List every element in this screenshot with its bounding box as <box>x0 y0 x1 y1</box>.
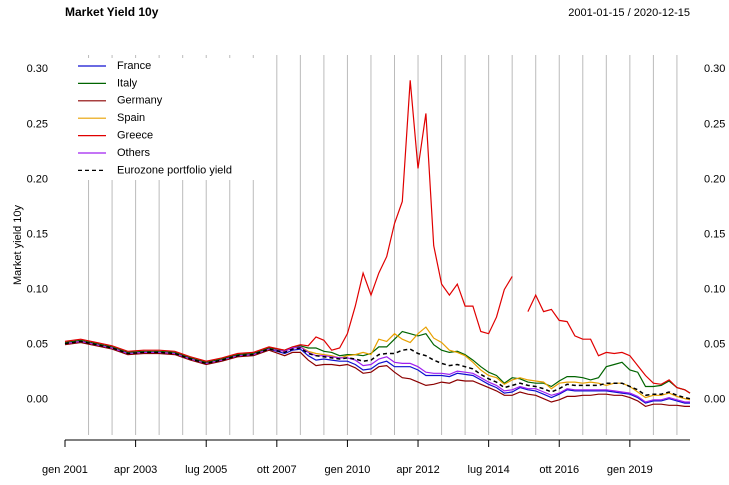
y-tick-label: 0.20 <box>27 173 48 185</box>
series-line <box>64 80 691 394</box>
y-tick-label: 0.00 <box>27 394 48 406</box>
legend-label: France <box>117 60 151 72</box>
series-line <box>64 330 691 394</box>
y-tick-label: 0.25 <box>27 118 48 130</box>
y-tick-label: 0.15 <box>27 228 48 240</box>
x-tick-label: gen 2001 <box>42 464 88 476</box>
y-tick-label: 0.10 <box>27 284 48 296</box>
x-tick-label: gen 2010 <box>324 464 370 476</box>
y-tick-label-right: 0.00 <box>704 394 725 406</box>
x-tick-label: ott 2016 <box>539 464 579 476</box>
legend-label: Greece <box>117 130 153 142</box>
y-axis-label: Market yield 10y <box>12 204 24 285</box>
legend-label: Germany <box>117 95 163 107</box>
y-tick-label: 0.30 <box>27 63 48 75</box>
y-tick-label-right: 0.10 <box>704 284 725 296</box>
x-tick-label: apr 2003 <box>114 464 157 476</box>
x-tick-label: lug 2005 <box>185 464 227 476</box>
legend-label: Italy <box>117 77 138 89</box>
series-line <box>64 341 690 408</box>
legend-label: Others <box>117 147 151 159</box>
y-tick-label-right: 0.20 <box>704 173 725 185</box>
x-tick-label: gen 2019 <box>607 464 653 476</box>
legend-box <box>72 58 262 180</box>
y-tick-label-right: 0.15 <box>704 228 725 240</box>
x-tick-label: lug 2014 <box>468 464 510 476</box>
x-tick-label: ott 2007 <box>257 464 297 476</box>
chart-title: Market Yield 10y <box>65 5 159 19</box>
y-tick-label-right: 0.30 <box>704 63 725 75</box>
legend-label: Eurozone portfolio yield <box>117 164 232 176</box>
y-tick-label: 0.05 <box>27 339 48 351</box>
y-tick-label-right: 0.25 <box>704 118 725 130</box>
chart-subtitle: 2001-01-15 / 2020-12-15 <box>568 7 690 19</box>
series-line <box>64 340 691 400</box>
x-tick-label: apr 2012 <box>396 464 439 476</box>
legend: France Italy Germany Spain Greece Others Euroz… <box>72 58 262 180</box>
legend-label: Spain <box>117 112 145 124</box>
y-tick-label-right: 0.05 <box>704 339 725 351</box>
